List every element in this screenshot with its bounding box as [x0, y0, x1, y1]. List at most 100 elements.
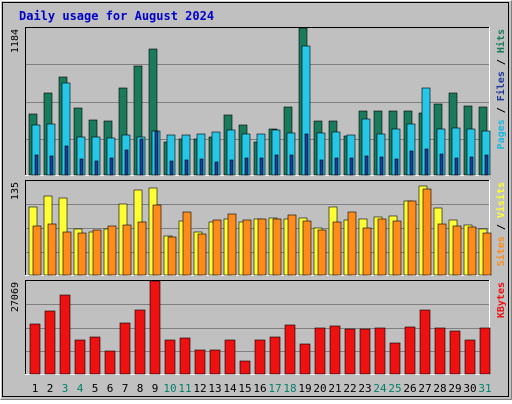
sites-bar: [107, 225, 117, 276]
panels-layer: 1184 Pages / Files / Hits 135 Sites / Visit…: [10, 27, 507, 375]
x-tick-label: 12: [193, 382, 206, 395]
sites-bar-fill: [92, 229, 102, 276]
pages-bar: [469, 156, 474, 176]
kbytes-bar-fill: [344, 328, 356, 375]
kbytes-bar: [449, 330, 461, 375]
sites-bar: [362, 227, 372, 276]
pages-bar: [454, 157, 459, 176]
sites-bar: [377, 218, 387, 276]
bars-kbytes: [29, 280, 491, 375]
panel-legend: KBytes: [496, 282, 507, 318]
pages-bar: [139, 138, 144, 176]
pages-bar: [274, 154, 279, 176]
x-tick-label: 1: [32, 382, 39, 395]
kbytes-bar-fill: [74, 339, 86, 375]
sites-bar: [347, 211, 357, 276]
pages-bar: [229, 159, 234, 176]
sites-bar: [332, 221, 342, 276]
pages-bar-fill: [169, 160, 174, 176]
pages-bar-fill: [289, 154, 294, 176]
pages-bar-fill: [49, 155, 54, 176]
sites-bar-fill: [62, 231, 72, 276]
kbytes-bar: [254, 339, 266, 375]
x-tick-label: 4: [77, 382, 84, 395]
pages-bar-fill: [244, 157, 249, 176]
pages-bar-fill: [124, 149, 129, 176]
pages-bar-fill: [79, 158, 84, 176]
x-tick-label: 7: [122, 382, 129, 395]
x-tick-label: 14: [223, 382, 237, 395]
sites-bar-fill: [437, 223, 447, 276]
sites-bar-fill: [212, 219, 222, 276]
sites-bar-fill: [257, 218, 267, 276]
pages-bar-fill: [394, 158, 399, 176]
x-tick-label: 27: [418, 382, 431, 395]
sites-bar-fill: [242, 219, 252, 276]
kbytes-bar-fill: [44, 310, 56, 375]
sites-bar-fill: [107, 225, 117, 276]
kbytes-bar: [134, 309, 146, 375]
pages-bar: [79, 158, 84, 176]
pages-bar: [184, 159, 189, 176]
legend-segment: Pages: [496, 119, 507, 149]
x-tick-label: 20: [313, 382, 326, 395]
pages-bar: [64, 145, 69, 176]
x-tick-label: 24: [373, 382, 387, 395]
sites-bar-fill: [227, 213, 237, 276]
bars-sites-visits: [28, 185, 492, 276]
kbytes-bar: [104, 350, 116, 375]
panel-legend: Sites / Visits: [495, 182, 507, 266]
pages-bar: [109, 157, 114, 176]
kbytes-bar: [359, 328, 371, 375]
sites-bar-fill: [287, 214, 297, 276]
kbytes-bar: [239, 360, 251, 375]
kbytes-bar: [389, 342, 401, 375]
kbytes-bar-fill: [299, 343, 311, 375]
sites-bar-fill: [377, 218, 387, 276]
kbytes-bar: [44, 310, 56, 375]
sites-bar: [422, 188, 432, 276]
kbytes-bar-fill: [434, 327, 446, 375]
kbytes-bar: [194, 349, 206, 375]
sites-bar-fill: [407, 200, 417, 276]
sites-bar-fill: [152, 204, 162, 276]
kbytes-bar-fill: [134, 309, 146, 375]
sites-bar: [137, 221, 147, 276]
kbytes-bar: [464, 339, 476, 375]
pages-bar-fill: [334, 157, 339, 176]
kbytes-bar: [59, 294, 71, 375]
pages-bar: [169, 160, 174, 176]
pages-bar: [334, 157, 339, 176]
kbytes-bar: [119, 322, 131, 375]
kbytes-bar-fill: [209, 349, 221, 375]
kbytes-bar-fill: [224, 339, 236, 375]
legend-segment: Files: [495, 71, 507, 101]
kbytes-bar-fill: [359, 328, 371, 375]
pages-bar: [94, 160, 99, 176]
kbytes-bar-fill: [449, 330, 461, 375]
sites-bar-fill: [167, 236, 177, 276]
kbytes-bar-fill: [419, 309, 431, 375]
x-tick-label: 15: [238, 382, 251, 395]
pages-bar: [484, 154, 489, 176]
sites-bar: [47, 223, 57, 276]
y-max-label: 1184: [10, 29, 21, 53]
kbytes-bar-fill: [164, 339, 176, 375]
x-tick-label: 22: [343, 382, 356, 395]
x-tick-label: 17: [268, 382, 281, 395]
kbytes-bar-fill: [479, 327, 491, 375]
pages-bar-fill: [409, 150, 414, 176]
sites-bar-fill: [272, 218, 282, 276]
sites-bar: [287, 214, 297, 276]
pages-bar-fill: [469, 156, 474, 176]
kbytes-bar-fill: [284, 324, 296, 375]
pages-bar: [199, 158, 204, 176]
x-tick-label: 18: [283, 382, 296, 395]
pages-bar-fill: [439, 153, 444, 176]
kbytes-bar: [149, 280, 161, 375]
x-tick-label: 9: [152, 382, 159, 395]
kbytes-bar-fill: [329, 325, 341, 375]
legend-segment: /: [496, 218, 507, 236]
panel-pages-files-hits: 1184 Pages / Files / Hits: [10, 27, 507, 176]
